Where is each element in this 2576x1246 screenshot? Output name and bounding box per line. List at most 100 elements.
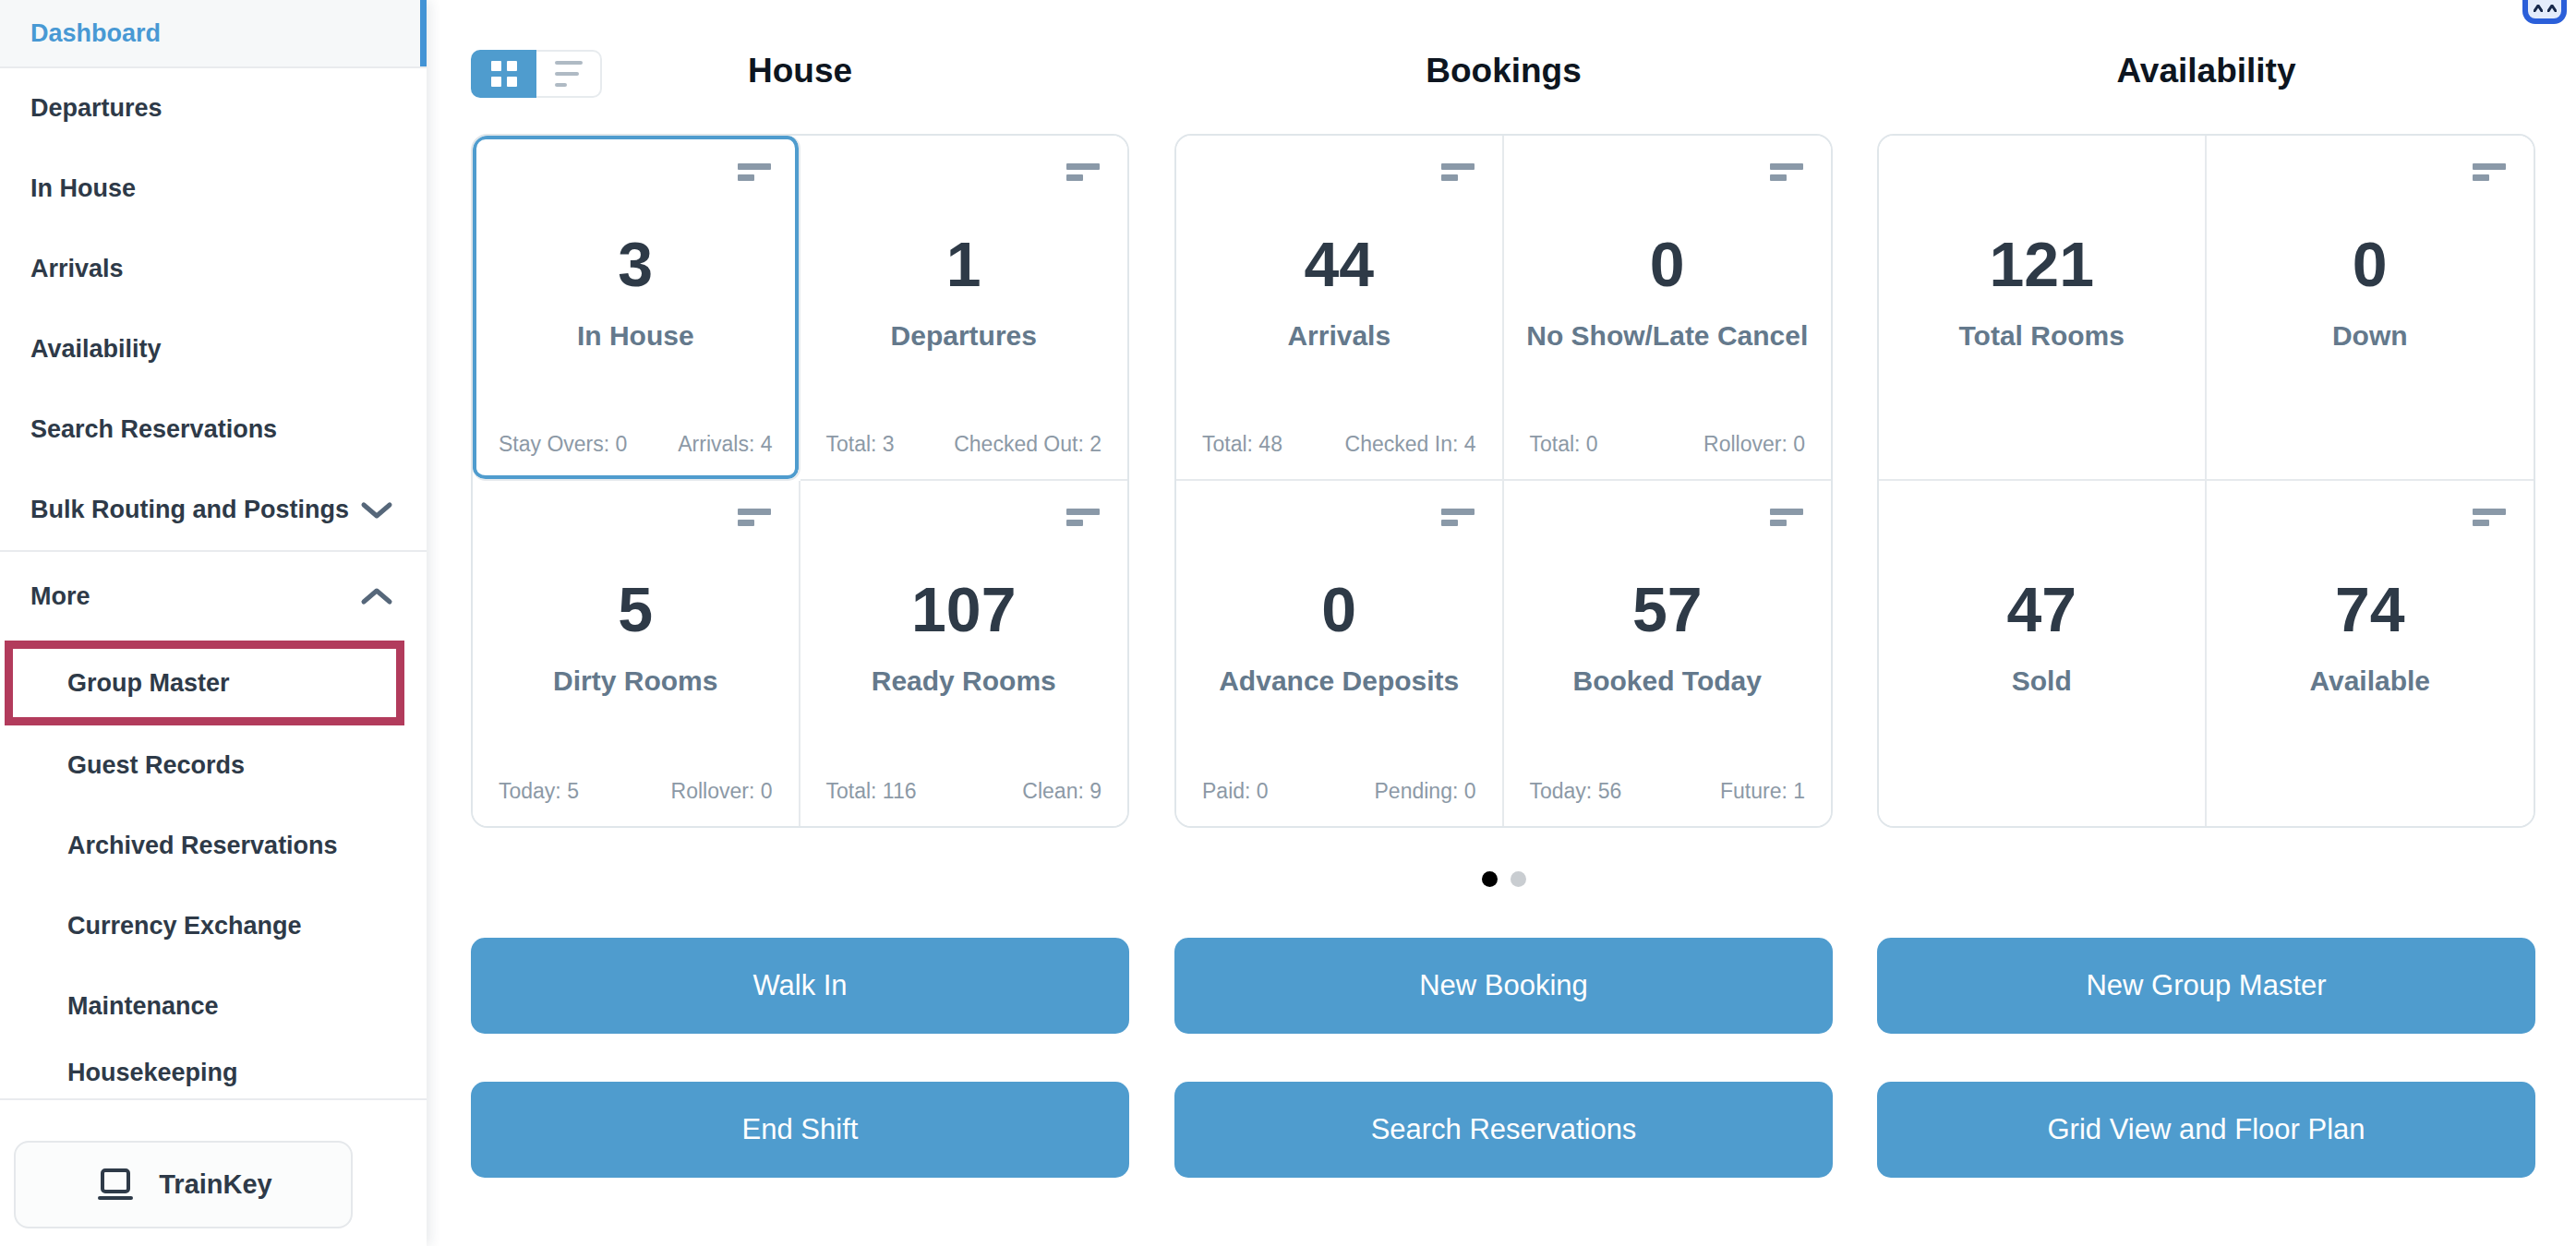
- stat-footer: Total: 48 Checked In: 4: [1202, 432, 1476, 457]
- card-menu-icon[interactable]: [1066, 163, 1100, 181]
- bookings-section: 44 Arrivals Total: 48 Checked In: 4 0 No…: [1174, 134, 1833, 828]
- trainkey-label: TrainKey: [159, 1169, 272, 1200]
- stat-value: 0: [2207, 228, 2534, 300]
- sidebar-item-group-master[interactable]: Group Master: [13, 649, 396, 717]
- sidebar-item-archived-reservations[interactable]: Archived Reservations: [0, 806, 427, 886]
- sidebar-item-availability[interactable]: Availability: [0, 309, 427, 389]
- stat-value: 5: [473, 573, 799, 645]
- sidebar-item-bulk-routing-and-postings[interactable]: Bulk Routing and Postings: [0, 470, 427, 550]
- sidebar-item-arrivals[interactable]: Arrivals: [0, 229, 427, 309]
- sidebar-item-label: Group Master: [67, 669, 230, 698]
- stat-footer-left: Total: 0: [1530, 432, 1598, 457]
- stat-footer-right: Checked Out: 2: [954, 432, 1101, 457]
- stat-label: Dirty Rooms: [473, 665, 799, 697]
- card-menu-icon[interactable]: [2473, 163, 2506, 181]
- sidebar: Dashboard Departures In House Arrivals A…: [0, 0, 427, 1246]
- stat-footer-left: Paid: 0: [1202, 779, 1269, 804]
- stat-footer-right: Clean: 9: [1022, 779, 1101, 804]
- card-menu-icon[interactable]: [738, 163, 771, 181]
- new-group-master-button[interactable]: New Group Master: [1877, 938, 2535, 1034]
- stat-card-booked-today[interactable]: 57 Booked Today Today: 56 Future: 1: [1504, 481, 1832, 826]
- stat-card-ready-rooms[interactable]: 107 Ready Rooms Total: 116 Clean: 9: [800, 481, 1128, 826]
- sidebar-divider: [0, 1098, 427, 1100]
- sidebar-item-in-house[interactable]: In House: [0, 149, 427, 229]
- search-reservations-button[interactable]: Search Reservations: [1174, 1082, 1833, 1178]
- stat-footer-left: Total: 3: [826, 432, 895, 457]
- stat-card-in-house[interactable]: 3 In House Stay Overs: 0 Arrivals: 4: [473, 136, 800, 481]
- widget-glyph-icon: [2547, 5, 2557, 12]
- sidebar-item-maintenance[interactable]: Maintenance: [0, 966, 427, 1047]
- stat-card-down[interactable]: 0 Down: [2207, 136, 2534, 481]
- stat-footer: Total: 3 Checked Out: 2: [826, 432, 1102, 457]
- sidebar-item-label: Dashboard: [30, 19, 161, 48]
- house-section: 3 In House Stay Overs: 0 Arrivals: 4 1 D…: [471, 134, 1129, 828]
- stat-footer-left: Total: 116: [826, 779, 917, 804]
- sidebar-item-more[interactable]: More: [0, 552, 427, 641]
- stat-card-dirty-rooms[interactable]: 5 Dirty Rooms Today: 5 Rollover: 0: [473, 481, 800, 826]
- stat-footer: Stay Overs: 0 Arrivals: 4: [499, 432, 773, 457]
- stat-footer-left: Today: 5: [499, 779, 579, 804]
- stat-footer-right: Checked In: 4: [1345, 432, 1476, 457]
- card-menu-icon[interactable]: [1441, 509, 1475, 526]
- sidebar-item-label: Arrivals: [30, 255, 124, 283]
- stat-label: Sold: [1879, 665, 2205, 697]
- sidebar-item-guest-records[interactable]: Guest Records: [0, 725, 427, 806]
- card-menu-icon[interactable]: [1441, 163, 1475, 181]
- availability-section: 121 Total Rooms 0 Down 47 Sold 74 Availa…: [1877, 134, 2535, 828]
- sidebar-item-search-reservations[interactable]: Search Reservations: [0, 389, 427, 470]
- floating-widget-button[interactable]: [2522, 0, 2567, 24]
- sidebar-item-currency-exchange[interactable]: Currency Exchange: [0, 886, 427, 966]
- walk-in-button[interactable]: Walk In: [471, 938, 1129, 1034]
- sidebar-item-label: Bulk Routing and Postings: [30, 496, 349, 524]
- stat-value: 47: [1879, 573, 2205, 645]
- stat-card-departures[interactable]: 1 Departures Total: 3 Checked Out: 2: [800, 136, 1128, 481]
- stat-value: 1: [800, 228, 1128, 300]
- sidebar-item-label: Search Reservations: [30, 415, 277, 444]
- card-menu-icon[interactable]: [1770, 163, 1803, 181]
- stat-card-available[interactable]: 74 Available: [2207, 481, 2534, 826]
- stat-card-sold[interactable]: 47 Sold: [1879, 481, 2207, 826]
- stat-footer-left: Stay Overs: 0: [499, 432, 627, 457]
- trainkey-button[interactable]: TrainKey: [14, 1141, 353, 1228]
- sidebar-item-label: Archived Reservations: [67, 832, 338, 860]
- stat-label: Departures: [800, 320, 1128, 352]
- stat-card-advance-deposits[interactable]: 0 Advance Deposits Paid: 0 Pending: 0: [1176, 481, 1504, 826]
- stat-footer: Total: 0 Rollover: 0: [1530, 432, 1806, 457]
- stat-value: 44: [1176, 228, 1502, 300]
- chevron-down-icon: [360, 501, 393, 520]
- new-booking-button[interactable]: New Booking: [1174, 938, 1833, 1034]
- dashboard-main: House Bookings Availability 3 In House S…: [427, 0, 2576, 1246]
- sidebar-item-housekeeping[interactable]: Housekeeping: [0, 1047, 427, 1098]
- stat-label: In House: [473, 320, 799, 352]
- stat-footer-right: Future: 1: [1720, 779, 1805, 804]
- sidebar-item-label: Housekeeping: [67, 1059, 238, 1087]
- stat-value: 57: [1504, 573, 1832, 645]
- grid-view-floor-plan-button[interactable]: Grid View and Floor Plan: [1877, 1082, 2535, 1178]
- sidebar-item-label: Maintenance: [67, 992, 219, 1021]
- stat-value: 107: [800, 573, 1128, 645]
- stat-footer-right: Pending: 0: [1375, 779, 1476, 804]
- sidebar-item-label: In House: [30, 174, 136, 203]
- section-title-bookings: Bookings: [1174, 52, 1833, 90]
- pagination-dot-active[interactable]: [1482, 871, 1498, 887]
- card-menu-icon[interactable]: [1770, 509, 1803, 526]
- pagination-dot[interactable]: [1511, 871, 1526, 887]
- sidebar-item-label: Guest Records: [67, 751, 245, 780]
- stat-card-total-rooms[interactable]: 121 Total Rooms: [1879, 136, 2207, 481]
- stat-label: Ready Rooms: [800, 665, 1128, 697]
- card-menu-icon[interactable]: [2473, 509, 2506, 526]
- card-menu-icon[interactable]: [738, 509, 771, 526]
- end-shift-button[interactable]: End Shift: [471, 1082, 1129, 1178]
- card-menu-icon[interactable]: [1066, 509, 1100, 526]
- stat-label: Advance Deposits: [1176, 665, 1502, 697]
- stat-footer-left: Today: 56: [1530, 779, 1622, 804]
- stat-label: Arrivals: [1176, 320, 1502, 352]
- stat-label: Total Rooms: [1879, 320, 2205, 352]
- sidebar-item-dashboard[interactable]: Dashboard: [0, 0, 427, 66]
- stat-value: 0: [1504, 228, 1832, 300]
- sidebar-item-departures[interactable]: Departures: [0, 68, 427, 149]
- sidebar-item-label: Availability: [30, 335, 162, 364]
- stat-card-no-show-late-cancel[interactable]: 0 No Show/Late Cancel Total: 0 Rollover:…: [1504, 136, 1832, 481]
- stat-card-arrivals[interactable]: 44 Arrivals Total: 48 Checked In: 4: [1176, 136, 1504, 481]
- stat-footer: Today: 56 Future: 1: [1530, 779, 1806, 804]
